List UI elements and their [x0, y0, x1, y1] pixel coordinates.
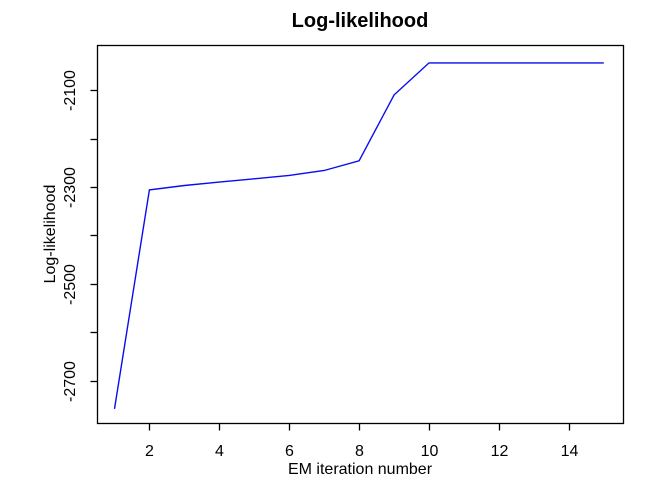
- x-tick-label: 14: [561, 443, 579, 460]
- y-tick-label: -2700: [62, 361, 79, 402]
- x-tick-label: 12: [491, 443, 509, 460]
- x-tick-label: 10: [421, 443, 439, 460]
- y-tick-label: -2300: [62, 167, 79, 208]
- chart-title: Log-likelihood: [291, 10, 429, 32]
- x-tick-label: 4: [215, 443, 224, 460]
- x-tick-label: 6: [285, 443, 294, 460]
- loglikelihood-line: [113, 62, 604, 410]
- plot-box: [96, 44, 625, 425]
- x-axis-title: EM iteration number: [287, 461, 433, 478]
- y-axis-title: Log-likelihood: [42, 184, 59, 284]
- x-tick-label: 8: [355, 443, 364, 460]
- y-tick-label: -2500: [62, 264, 79, 305]
- x-tick-label: 2: [145, 443, 154, 460]
- y-tick-label: -2100: [62, 70, 79, 111]
